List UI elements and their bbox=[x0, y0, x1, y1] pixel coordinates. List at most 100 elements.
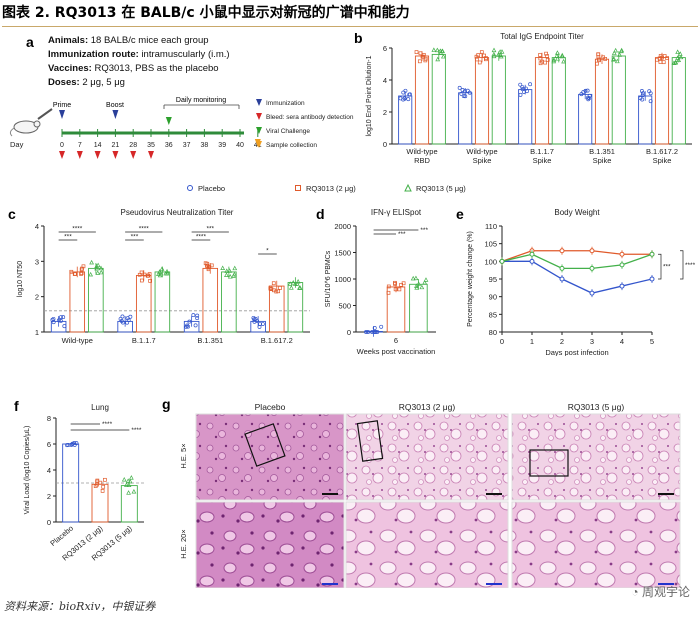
data-point bbox=[640, 93, 645, 98]
vaccines-value: RQ3013, PBS as the placebo bbox=[94, 63, 219, 74]
y-tick-label: 6 bbox=[383, 44, 387, 53]
data-point bbox=[386, 290, 391, 295]
bar bbox=[120, 485, 138, 523]
significance-label: *** bbox=[663, 264, 671, 271]
data-point bbox=[648, 99, 653, 104]
bar bbox=[551, 57, 566, 145]
bar bbox=[88, 267, 104, 333]
data-point bbox=[59, 315, 64, 319]
panel-label-g: g bbox=[162, 396, 171, 412]
legend-arrow-icon bbox=[256, 113, 262, 120]
data-point bbox=[364, 330, 369, 334]
data-point bbox=[544, 51, 548, 56]
data-point bbox=[232, 271, 237, 277]
histology-panel: Placebo RQ3013 (2 μg) RQ3013 (5 μg) H.E. 5×… bbox=[178, 398, 696, 589]
bar bbox=[431, 53, 446, 145]
chart-title: Total IgG Endpoint Titer bbox=[500, 32, 584, 41]
legend-marker-icon bbox=[295, 185, 301, 191]
y-tick-label: 1 bbox=[35, 328, 39, 337]
source-footer: 资料来源：bioRxiv，中银证券 bbox=[4, 600, 156, 613]
data-point bbox=[126, 490, 131, 495]
data-point bbox=[402, 96, 407, 101]
data-point bbox=[529, 258, 535, 264]
bar bbox=[221, 271, 237, 333]
significance-label: * bbox=[266, 248, 269, 255]
data-point bbox=[675, 49, 681, 54]
x-tick-label: B.1.351 bbox=[197, 336, 223, 345]
day-tick-label: 28 bbox=[129, 142, 137, 149]
data-point bbox=[372, 326, 377, 330]
data-point bbox=[619, 47, 625, 53]
bleed-arrow-icon bbox=[130, 151, 137, 159]
body-weight-chart: Body Weight 80 85 90 95 100 105 110 0 1 2 3 4 5 Days p… bbox=[467, 208, 696, 356]
data-point bbox=[414, 283, 419, 288]
y-tick-label: 500 bbox=[338, 302, 351, 311]
boost-label: Boost bbox=[106, 102, 124, 109]
data-point bbox=[95, 270, 101, 275]
data-point bbox=[421, 53, 426, 57]
legend-label: RQ3013 (5 μg) bbox=[416, 184, 466, 193]
series-line bbox=[502, 260, 653, 294]
y-tick-label: 8 bbox=[47, 414, 51, 423]
data-point bbox=[287, 281, 293, 286]
bar bbox=[287, 282, 304, 333]
significance-label: **** bbox=[72, 226, 83, 233]
data-point bbox=[268, 286, 273, 291]
bleed-arrow-icon bbox=[148, 151, 154, 159]
data-point bbox=[278, 286, 282, 290]
data-point bbox=[613, 47, 619, 53]
histology-image-5x bbox=[345, 413, 509, 501]
data-point bbox=[393, 287, 398, 292]
data-point bbox=[545, 57, 550, 62]
day-tick-label: 0 bbox=[60, 142, 64, 149]
data-point bbox=[393, 280, 397, 285]
data-point bbox=[410, 275, 416, 281]
data-point bbox=[559, 53, 565, 59]
data-point bbox=[477, 60, 482, 65]
data-point bbox=[414, 50, 419, 54]
data-point bbox=[440, 48, 445, 54]
data-point bbox=[638, 96, 643, 101]
data-point bbox=[521, 90, 526, 95]
y-tick-label: 2 bbox=[47, 492, 51, 501]
y-tick-label: 110 bbox=[485, 222, 497, 231]
watermark-text: 周观宇论 bbox=[641, 585, 690, 599]
data-point bbox=[164, 268, 170, 274]
legend-label: RQ3013 (2 μg) bbox=[306, 184, 356, 193]
data-point bbox=[100, 489, 105, 493]
data-point bbox=[406, 97, 411, 102]
x-tick-label: 4 bbox=[620, 337, 624, 346]
bleed-arrow-icon bbox=[76, 151, 83, 159]
data-point bbox=[619, 251, 625, 257]
bar bbox=[135, 275, 152, 333]
data-point bbox=[617, 52, 623, 57]
data-point bbox=[103, 477, 107, 482]
data-point bbox=[414, 285, 420, 290]
legend-marker-icon bbox=[187, 185, 193, 191]
data-point bbox=[540, 59, 544, 64]
data-point bbox=[69, 269, 74, 274]
day-tick-label: 37 bbox=[183, 142, 191, 149]
x-tick-label: Spike bbox=[653, 156, 672, 165]
data-point bbox=[148, 279, 153, 283]
bar bbox=[638, 95, 653, 145]
significance-bracket bbox=[680, 250, 684, 280]
day-tick-label: 35 bbox=[147, 142, 155, 149]
x-tick-label: B.1.617.2 bbox=[261, 336, 293, 345]
bar bbox=[654, 57, 670, 145]
data-point bbox=[499, 258, 505, 264]
day-tick-label: 7 bbox=[78, 142, 82, 149]
y-tick-label: 4 bbox=[47, 466, 51, 475]
data-point bbox=[597, 58, 601, 63]
data-point bbox=[128, 475, 134, 480]
data-point bbox=[159, 266, 165, 271]
timeline-legend-label: Immunization bbox=[266, 100, 305, 107]
data-point bbox=[474, 54, 479, 59]
y-tick-label: 0 bbox=[47, 518, 51, 527]
data-point bbox=[51, 316, 56, 321]
data-point bbox=[495, 52, 501, 57]
y-tick-label: 0 bbox=[347, 328, 351, 337]
x-tick-label: Spike bbox=[593, 156, 612, 165]
data-point bbox=[658, 54, 663, 58]
day-label: Day bbox=[10, 140, 24, 149]
